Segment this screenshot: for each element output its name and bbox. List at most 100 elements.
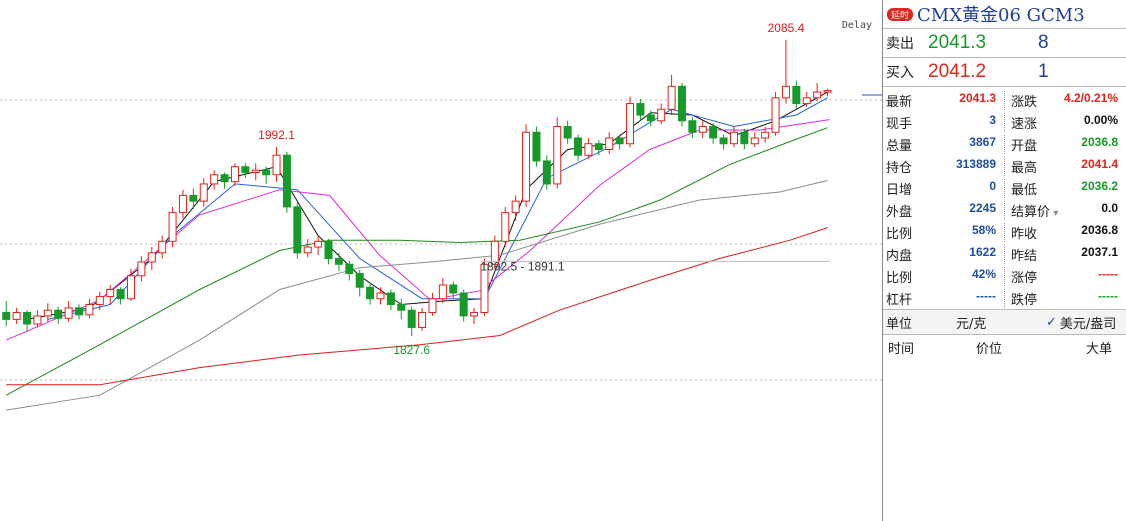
stats-cell: 现手 3 (883, 113, 1004, 132)
stats-row: 现手 3 速涨 0.00% (883, 111, 1126, 133)
candle-body (293, 206, 302, 254)
stat-value: 3867 (969, 134, 996, 149)
stats-row: 日增 0 最低 2036.2 (883, 177, 1126, 199)
candle-body (667, 85, 676, 110)
candle-body (126, 275, 135, 300)
stats-cell: 涨停 ----- (1004, 266, 1126, 286)
stat-value: ----- (1098, 266, 1118, 281)
candle-body (106, 289, 115, 297)
candle-body (334, 258, 343, 265)
annotation: 2085.4 (768, 21, 805, 35)
buy-row: 买入 2041.2 1 (883, 58, 1126, 87)
candle-body (698, 126, 707, 133)
stat-value: 3 (989, 112, 996, 127)
candle-body (282, 154, 291, 208)
stats-row: 最新 2041.3 涨跌 4.2/0.21% (883, 89, 1126, 111)
stats-cell: 内盘 1622 (883, 245, 1004, 264)
stat-value: 1622 (969, 244, 996, 259)
candle-body (813, 91, 822, 99)
candle-body (542, 160, 551, 185)
candle-body (563, 126, 572, 139)
candle-body (147, 252, 156, 263)
sell-label: 卖出 (886, 36, 914, 52)
ma-line (6, 180, 828, 411)
stats-cell: 杠杆 ----- (883, 289, 1004, 308)
sell-row: 卖出 2041.3 8 (883, 29, 1126, 58)
stats-cell: 最低 2036.2 (1004, 178, 1126, 198)
stat-label: 杠杆 (886, 292, 913, 308)
column-header: 时间 (888, 341, 915, 357)
instrument-title: CMX黄金06 GCM3 (917, 5, 1085, 26)
quote-panel: 延时 CMX黄金06 GCM3 卖出 2041.3 8 买入 2041.2 1 … (882, 0, 1126, 521)
stats-cell: 最高 2041.4 (1004, 156, 1126, 176)
candle-body (511, 200, 520, 214)
unit-option[interactable]: 美元/盎司 (1059, 316, 1117, 332)
candle-body (178, 194, 187, 214)
candle-body (823, 90, 832, 93)
candle-body (116, 289, 125, 300)
candle-body (553, 126, 562, 185)
candle-body (12, 312, 21, 320)
candle-body (449, 284, 458, 294)
unit-label: 单位 (886, 316, 913, 332)
delay-label: Delay (842, 20, 872, 31)
candle-body (781, 85, 790, 99)
stat-value: 0.0 (1101, 200, 1118, 215)
stat-value: 4.2/0.21% (1063, 90, 1118, 105)
candle-body (677, 85, 686, 122)
stat-value: 2037.1 (1081, 244, 1118, 259)
buy-volume: 1 (1038, 61, 1049, 82)
candle-body (64, 307, 73, 319)
stats-cell: 总量 3867 (883, 135, 1004, 154)
stat-label: 持仓 (886, 160, 913, 176)
annotation: 1892.5 - 1891.1 (480, 259, 564, 273)
candle-body (23, 312, 32, 325)
candle-body (792, 85, 801, 105)
candle-body (501, 212, 510, 242)
stat-value: 2041.4 (1081, 156, 1118, 171)
stat-label: 外盘 (886, 204, 913, 220)
sell-volume: 8 (1038, 32, 1049, 53)
candle-body (241, 166, 250, 173)
candle-body (688, 120, 697, 133)
stats-row: 比例 42% 涨停 ----- (883, 265, 1126, 287)
stat-value: 42% (971, 266, 996, 281)
candle-body (522, 131, 531, 202)
candle-body (210, 174, 219, 185)
candle-body (657, 108, 666, 122)
candle-body (137, 261, 146, 277)
stat-label: 涨停 (1011, 270, 1038, 286)
candle-body (386, 292, 395, 305)
stat-label: 速涨 (1011, 116, 1038, 132)
candle-body (584, 143, 593, 156)
candle-body (95, 295, 104, 305)
candle-body (594, 143, 603, 150)
ma-line (6, 227, 828, 386)
stat-label: 现手 (886, 116, 913, 132)
stat-value: 0 (989, 178, 996, 193)
candle-body (719, 137, 728, 145)
stat-value: 2245 (969, 200, 996, 215)
candle-body (729, 131, 738, 145)
delay-badge: 延时 (887, 7, 914, 21)
stat-value: ----- (976, 288, 996, 303)
candle-body (251, 169, 260, 173)
stats-row: 内盘 1622 昨结 2037.1 (883, 243, 1126, 265)
column-header: 大单 (1086, 341, 1113, 357)
candle-body (345, 263, 354, 274)
stats-cell: 比例 42% (883, 267, 1004, 286)
stats-cell: 外盘 2245 (883, 201, 1004, 220)
stats-cell: 跌停 ----- (1004, 288, 1126, 308)
stat-value: 2036.8 (1081, 222, 1118, 237)
candle-body (626, 103, 634, 145)
unit-value[interactable]: 元/克 (956, 316, 987, 332)
stat-label: 内盘 (886, 248, 913, 264)
stats-cell: 昨收 2036.8 (1004, 222, 1126, 242)
stat-value: 2041.3 (959, 90, 996, 105)
stats-cell: 昨结 2037.1 (1004, 244, 1126, 264)
ma-line (6, 119, 830, 341)
candle-body (262, 169, 271, 176)
stats-cell: 最新 2041.3 (883, 91, 1004, 110)
stats-row: 比例 58% 昨收 2036.8 (883, 221, 1126, 243)
chart: Delay 2085.4 1992.1 1827.6 1892.5 - 1891.1 (0, 20, 882, 411)
